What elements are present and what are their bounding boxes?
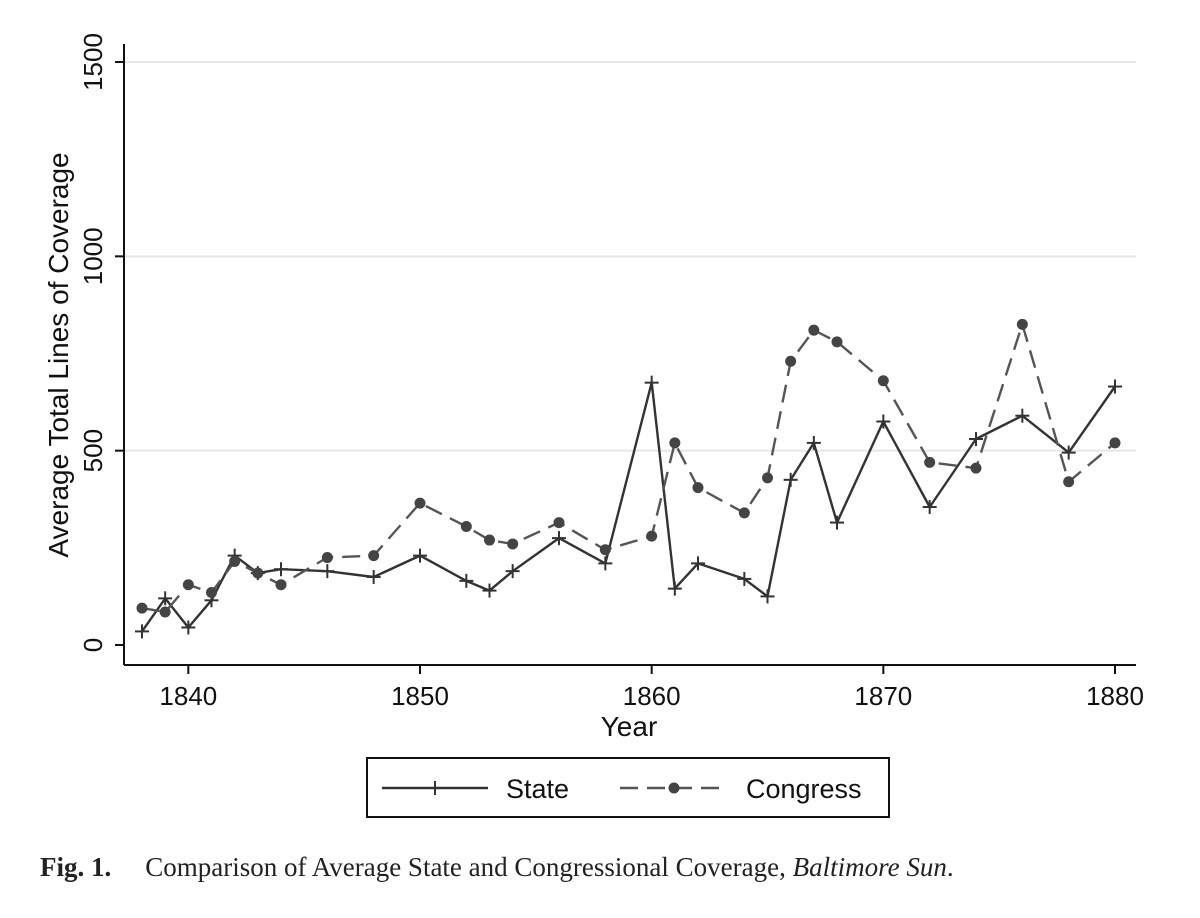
point-congress-1872 [924, 456, 936, 468]
point-state-1838 [135, 624, 149, 639]
caption-source: Baltimore Sun [792, 852, 947, 882]
point-state-1860 [644, 375, 659, 390]
point-congress-1838 [136, 602, 148, 614]
figure-caption: Fig. 1. Comparison of Average State and C… [40, 852, 1180, 883]
point-state-1844 [274, 562, 288, 577]
point-congress-1867 [808, 324, 820, 336]
point-congress-1841 [206, 587, 217, 599]
point-state-1868 [830, 515, 844, 530]
point-congress-1839 [159, 606, 171, 618]
point-state-1866 [783, 472, 798, 487]
caption-end: . [946, 852, 954, 882]
series-congress [136, 318, 1121, 618]
point-congress-1854 [507, 538, 519, 550]
caption-text: Comparison of Average State and Congress… [145, 852, 793, 882]
x-tick-label-1870: 1870 [854, 681, 912, 711]
figure-label: Fig. 1. [40, 852, 112, 882]
gridlines [124, 61, 1136, 452]
point-state-1856 [552, 531, 566, 546]
point-state-1853 [482, 583, 497, 598]
point-congress-1865 [762, 472, 773, 484]
point-state-1872 [922, 500, 937, 515]
point-congress-1843 [252, 567, 264, 579]
point-congress-1844 [275, 579, 287, 591]
point-congress-1858 [599, 544, 611, 556]
y-tick-label-1500: 1500 [78, 33, 108, 91]
point-congress-1842 [229, 555, 241, 567]
point-congress-1846 [321, 552, 333, 564]
point-state-1865 [760, 589, 775, 604]
series-state [135, 375, 1122, 639]
legend-marker-congress [668, 782, 680, 794]
point-congress-1848 [368, 550, 380, 562]
point-state-1861 [667, 581, 682, 596]
y-axis-title: Average Total Lines of Coverage [43, 152, 74, 557]
point-state-1840 [181, 620, 196, 635]
point-state-1858 [598, 556, 613, 571]
y-tick-label-0: 0 [78, 638, 108, 652]
legend-label-congress: Congress [746, 774, 862, 804]
point-congress-1880 [1109, 437, 1121, 449]
point-congress-1860 [646, 530, 658, 542]
point-congress-1853 [484, 534, 495, 546]
point-congress-1864 [738, 507, 750, 519]
point-congress-1866 [785, 355, 797, 367]
y-tick-label-500: 500 [78, 429, 108, 472]
point-congress-1876 [1016, 318, 1028, 330]
point-congress-1861 [669, 437, 681, 449]
x-axis-title: Year [601, 711, 658, 742]
point-congress-1874 [970, 462, 982, 474]
point-state-1867 [806, 435, 821, 450]
point-state-1839 [158, 591, 173, 606]
point-congress-1870 [877, 375, 889, 387]
point-congress-1868 [831, 336, 843, 348]
point-state-1854 [505, 564, 520, 579]
legend: State Congress [366, 757, 890, 818]
point-state-1878 [1061, 445, 1076, 460]
point-congress-1840 [182, 579, 194, 591]
x-tick-label-1840: 1840 [159, 681, 217, 711]
point-state-1870 [876, 414, 891, 429]
x-tick-label-1860: 1860 [623, 681, 681, 711]
point-congress-1856 [553, 517, 565, 529]
legend-marker-state [428, 781, 442, 795]
axes: 0 500 1000 1500 1840 1850 1860 1870 1880 [78, 33, 1144, 711]
point-congress-1862 [692, 482, 704, 494]
point-congress-1852 [460, 520, 472, 532]
point-state-1874 [969, 432, 983, 447]
point-state-1852 [459, 573, 474, 588]
y-tick-label-1000: 1000 [78, 227, 108, 285]
point-state-1864 [737, 571, 752, 586]
point-state-1880 [1108, 379, 1122, 394]
series-layer [135, 318, 1122, 639]
legend-label-state: State [506, 774, 569, 804]
point-congress-1850 [414, 497, 426, 509]
point-state-1862 [691, 556, 705, 571]
x-tick-label-1880: 1880 [1086, 681, 1144, 711]
point-congress-1878 [1063, 476, 1075, 488]
x-tick-label-1850: 1850 [391, 681, 449, 711]
series-line-state [141, 381, 1116, 633]
line-chart: 0 500 1000 1500 1840 1850 1860 1870 1880 Year Av… [43, 33, 1144, 818]
point-state-1848 [366, 569, 381, 584]
point-state-1850 [413, 548, 427, 563]
point-state-1876 [1015, 408, 1030, 423]
point-state-1846 [320, 564, 335, 579]
